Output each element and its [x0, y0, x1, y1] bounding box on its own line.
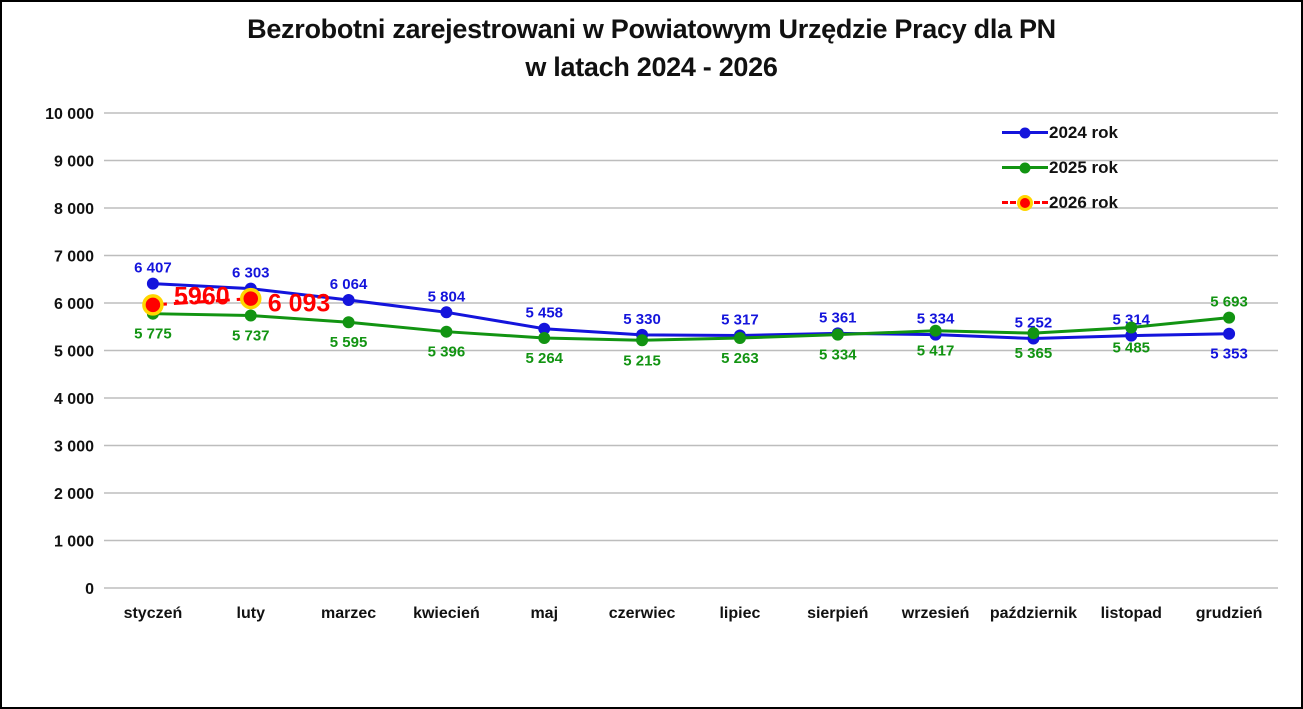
chart-title: Bezrobotni zarejestrowani w Powiatowym U… [247, 14, 1056, 44]
legend-item-2024: 2024 rok [1002, 115, 1118, 150]
data-point-marker [1027, 327, 1040, 340]
chart-title-block: Bezrobotni zarejestrowani w Powiatowym U… [2, 10, 1301, 86]
data-point-marker [538, 322, 551, 335]
data-point-marker [733, 332, 746, 345]
x-axis-label: grudzień [1196, 605, 1263, 622]
data-point-marker [1223, 327, 1236, 340]
data-label: 5 804 [428, 288, 466, 305]
data-label: 5960 [174, 283, 230, 311]
data-label: 5 252 [1015, 315, 1053, 332]
x-axis-label: wrzesień [901, 605, 970, 622]
x-axis-label: październik [990, 605, 1077, 622]
legend-marker-icon [1019, 162, 1031, 173]
data-label: 6 093 [268, 290, 331, 318]
x-axis-label: marzec [321, 605, 376, 622]
data-label: 6 407 [134, 260, 172, 277]
legend-swatch-2024 [1002, 124, 1048, 142]
legend-label-2024: 2024 rok [1049, 122, 1118, 142]
data-point-marker [1125, 321, 1138, 334]
y-tick-label: 6 000 [54, 296, 94, 313]
data-label: 5 693 [1210, 294, 1248, 311]
data-label: 5 334 [819, 347, 857, 364]
y-tick-label: 3 000 [54, 439, 94, 456]
data-label: 6 303 [232, 265, 270, 282]
x-axis-label: styczeń [124, 605, 183, 622]
legend-swatch-2026 [1002, 194, 1048, 212]
data-label: 5 365 [1015, 345, 1053, 362]
y-tick-label: 5 000 [54, 344, 94, 361]
data-label: 5 264 [525, 350, 563, 367]
x-axis-label: maj [530, 605, 558, 622]
y-tick-label: 0 [85, 581, 94, 598]
y-tick-label: 1 000 [54, 534, 94, 551]
x-axis-label: luty [237, 605, 266, 622]
y-tick-label: 4 000 [54, 391, 94, 408]
legend-item-2026: 2026 rok [1002, 185, 1118, 220]
data-label: 5 595 [330, 334, 368, 351]
legend-label-2026: 2026 rok [1049, 192, 1118, 212]
y-tick-label: 10 000 [45, 106, 94, 123]
legend-ringed-marker-icon [1017, 194, 1033, 211]
data-point-marker [240, 287, 262, 310]
data-label: 5 396 [428, 344, 466, 361]
data-label: 5 361 [819, 309, 857, 326]
series-line-2024-rok [152, 282, 1230, 341]
data-label: 5 353 [1210, 346, 1248, 363]
series-line-2026-rok [152, 297, 251, 307]
x-axis-label: lipiec [719, 605, 760, 622]
y-tick-label: 2 000 [54, 486, 94, 503]
data-point-marker [929, 324, 942, 337]
data-label: 5 215 [623, 352, 661, 369]
data-point-marker [342, 293, 355, 306]
x-axis-label: kwiecień [413, 605, 480, 622]
series-line-2025-rok [152, 312, 1230, 342]
data-label: 5 775 [134, 326, 172, 343]
data-label: 5 330 [623, 311, 661, 328]
data-label: 5 737 [232, 327, 270, 344]
data-point-marker [440, 306, 453, 319]
legend-label-2025: 2025 rok [1049, 157, 1118, 177]
y-tick-label: 9 000 [54, 154, 94, 171]
data-label: 5 314 [1112, 312, 1150, 329]
data-point-marker [146, 277, 159, 290]
legend-swatch-2025 [1002, 159, 1048, 177]
data-label: 5 458 [525, 305, 563, 322]
data-point-marker [440, 325, 453, 338]
y-tick-label: 8 000 [54, 201, 94, 218]
y-tick-label: 7 000 [54, 249, 94, 266]
legend: 2024 rok 2025 rok 2026 rok [1002, 115, 1118, 220]
data-label: 5 417 [917, 343, 955, 360]
x-axis-label: sierpień [807, 605, 868, 622]
legend-item-2025: 2025 rok [1002, 150, 1118, 185]
data-label: 5 334 [917, 311, 955, 328]
data-point-marker [1223, 311, 1236, 324]
data-point-marker [142, 294, 164, 316]
data-point-marker [244, 309, 257, 322]
data-label: 5 263 [721, 350, 759, 367]
data-label: 5 317 [721, 311, 759, 328]
chart-subtitle: w latach 2024 - 2026 [525, 52, 778, 82]
data-point-marker [342, 316, 355, 329]
data-label: 5 485 [1112, 339, 1150, 356]
data-point-marker [636, 334, 649, 347]
data-label: 6 064 [330, 276, 368, 293]
legend-marker-icon [1019, 127, 1031, 138]
x-axis-label: czerwiec [609, 605, 676, 622]
data-point-marker [538, 331, 551, 344]
x-axis-label: listopad [1101, 605, 1162, 622]
data-point-marker [831, 328, 844, 341]
